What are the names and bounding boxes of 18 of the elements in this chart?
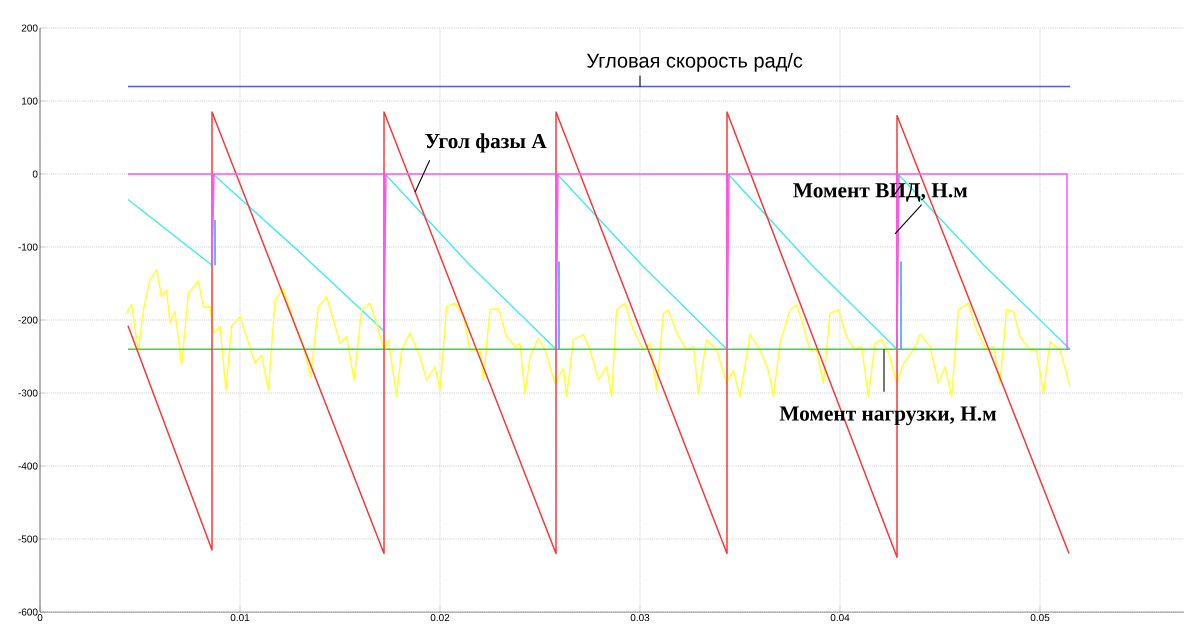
annotation: Угловая скорость рад/с: [586, 53, 803, 72]
y-tick-label: -400: [18, 462, 38, 470]
x-tick-label: 0.04: [830, 614, 850, 622]
x-tick-label: 0.01: [230, 614, 250, 622]
y-tick-label: -300: [18, 389, 38, 397]
x-tick-label: 0: [37, 614, 43, 622]
y-tick-label: -600: [18, 608, 38, 616]
y-tick-label: -200: [18, 316, 38, 324]
x-tick-label: 0.02: [430, 614, 450, 622]
x-tick-label: 0.03: [630, 614, 650, 622]
x-tick-label: 0.05: [1030, 614, 1050, 622]
y-tick-label: -100: [18, 243, 38, 251]
y-tick-label: 200: [21, 24, 38, 32]
y-tick-label: 0: [32, 170, 38, 178]
y-tick-label: -500: [18, 535, 38, 543]
annotation: Угол фазы А: [425, 133, 547, 153]
y-tick-label: 100: [22, 97, 38, 105]
line-series: [125, 268, 1071, 398]
